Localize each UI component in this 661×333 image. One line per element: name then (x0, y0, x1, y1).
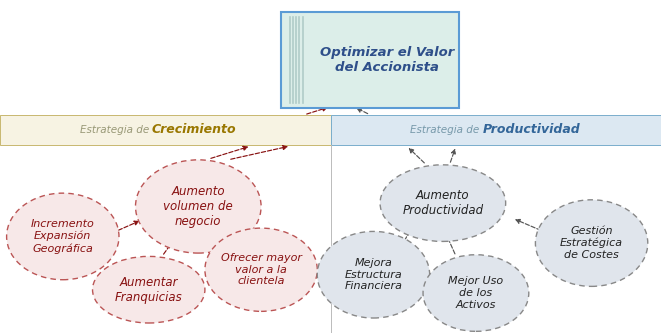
Ellipse shape (205, 228, 317, 311)
Ellipse shape (380, 165, 506, 241)
FancyBboxPatch shape (330, 115, 661, 145)
FancyBboxPatch shape (281, 12, 459, 108)
Text: Gestión
Estratégica
de Costes: Gestión Estratégica de Costes (560, 226, 623, 260)
Text: Aumentar
Franquicias: Aumentar Franquicias (115, 276, 182, 304)
Text: Productividad: Productividad (483, 123, 580, 137)
Text: Mejora
Estructura
Financiera: Mejora Estructura Financiera (344, 258, 403, 291)
Ellipse shape (423, 255, 529, 331)
Text: Incremento
Expansión
Geográfica: Incremento Expansión Geográfica (31, 219, 95, 254)
Ellipse shape (317, 231, 430, 318)
Text: Optimizar el Valor
del Accionista: Optimizar el Valor del Accionista (319, 46, 454, 74)
Text: Estrategia de: Estrategia de (410, 125, 483, 135)
Ellipse shape (535, 200, 648, 286)
Text: Crecimiento: Crecimiento (152, 123, 237, 137)
Ellipse shape (7, 193, 119, 280)
Text: Aumento
volumen de
negocio: Aumento volumen de negocio (163, 185, 233, 228)
Text: Ofrecer mayor
valor a la
clientela: Ofrecer mayor valor a la clientela (221, 253, 301, 286)
FancyBboxPatch shape (0, 115, 330, 145)
Text: Mejor Uso
de los
Activos: Mejor Uso de los Activos (448, 276, 504, 310)
Ellipse shape (93, 256, 205, 323)
Text: Estrategia de: Estrategia de (79, 125, 152, 135)
Ellipse shape (136, 160, 261, 253)
Text: Aumento
Productividad: Aumento Productividad (403, 189, 483, 217)
